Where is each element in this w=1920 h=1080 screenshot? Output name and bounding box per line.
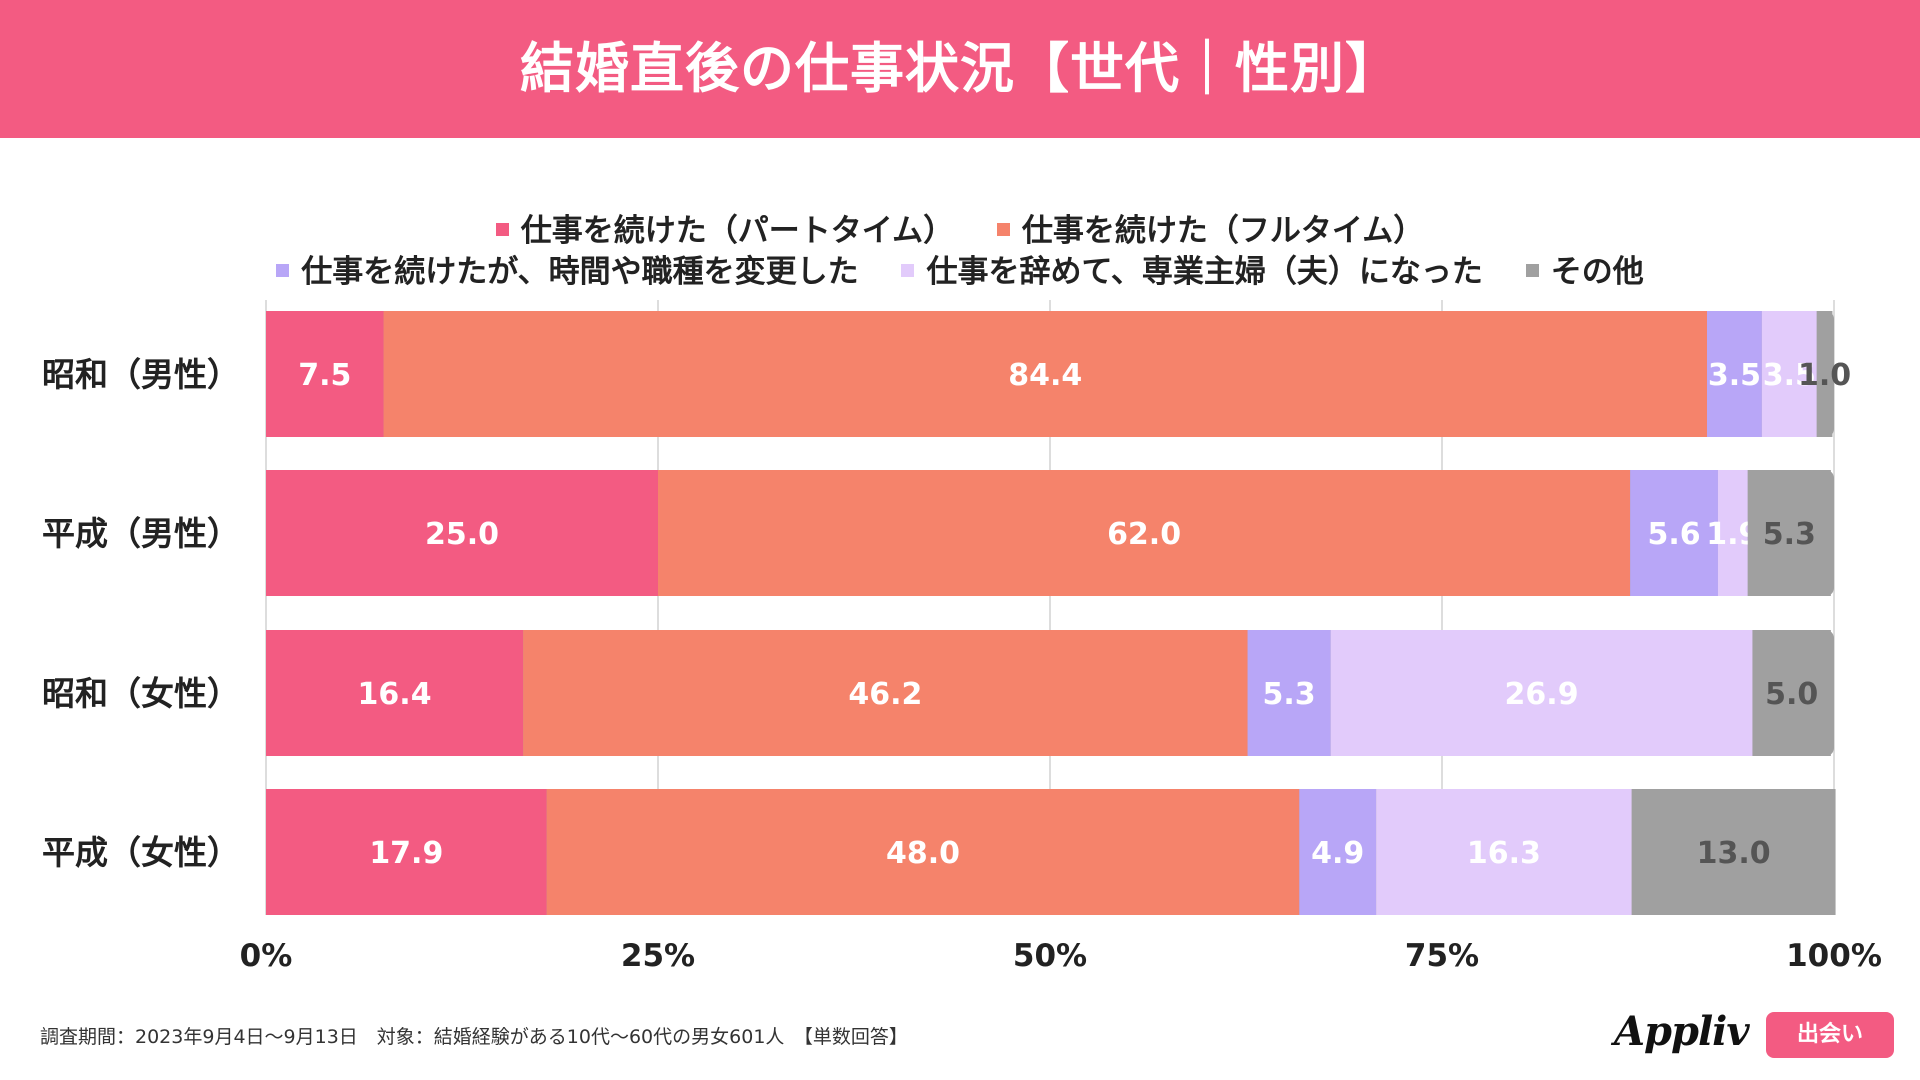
logo-badge: 出会い xyxy=(1766,1012,1894,1058)
bar-segment xyxy=(1330,630,1753,756)
legend-swatch xyxy=(495,223,509,236)
bar-segment xyxy=(1299,789,1377,915)
data-label: 3.5 xyxy=(1708,358,1761,393)
bar-segment xyxy=(546,789,1300,915)
bar-segment xyxy=(1761,311,1817,437)
legend-label: 仕事を辞めて、専業主婦（夫）になった xyxy=(926,254,1483,290)
legend-label: その他 xyxy=(1550,254,1644,290)
legend-swatch xyxy=(276,264,290,277)
bar-segment xyxy=(1631,789,1836,915)
bar-segment xyxy=(266,470,658,596)
bar-segment xyxy=(1247,630,1331,756)
legend-item-part-time: 仕事を続けた（パートタイム） xyxy=(495,205,955,250)
x-tick-label: 50% xyxy=(1013,938,1087,974)
legend-row-2: 仕事を続けたが、時間や職種を変更した 仕事を辞めて、専業主婦（夫）になった その… xyxy=(0,246,1920,291)
data-label: 17.9 xyxy=(369,836,443,871)
data-label: 62.0 xyxy=(1107,517,1181,552)
category-label: 昭和（男性） xyxy=(42,355,240,394)
legend-item-other: その他 xyxy=(1525,246,1644,291)
legend-label: 仕事を続けた（パートタイム） xyxy=(520,213,955,249)
bar-segment xyxy=(383,311,1707,437)
data-label: 16.4 xyxy=(358,677,432,712)
bar-segment xyxy=(1376,789,1632,915)
data-label: 5.0 xyxy=(1765,677,1818,712)
survey-note: 調査期間：2023年9月4日〜9月13日 対象：結婚経験がある10代〜60代の男… xyxy=(40,1026,908,1048)
data-label: 5.3 xyxy=(1263,677,1316,712)
bar-segment xyxy=(1816,311,1833,437)
x-tick-label: 75% xyxy=(1405,938,1479,974)
category-label: 平成（女性） xyxy=(42,833,240,872)
title-banner xyxy=(0,0,1920,138)
legend-swatch xyxy=(1525,264,1539,277)
data-label: 48.0 xyxy=(886,836,960,871)
legend-label: 仕事を続けた（フルタイム） xyxy=(1021,213,1425,249)
data-label: 84.4 xyxy=(1008,358,1082,393)
bar-segment xyxy=(1717,470,1748,596)
bar-segment xyxy=(523,630,1248,756)
data-label: 16.3 xyxy=(1467,836,1541,871)
data-label: 3.5 xyxy=(1763,358,1816,393)
category-label: 昭和（女性） xyxy=(42,674,240,713)
x-tick-label: 0% xyxy=(240,938,293,974)
appliv-logo: Appliv 出会い xyxy=(1614,1008,1894,1058)
x-tick-label: 25% xyxy=(621,938,695,974)
legend-item-full-time: 仕事を続けた（フルタイム） xyxy=(996,205,1425,250)
data-label: 7.5 xyxy=(298,358,351,393)
data-label: 5.6 xyxy=(1647,517,1700,552)
legend-item-changed-job: 仕事を続けたが、時間や職種を変更した xyxy=(276,246,859,291)
legend-label: 仕事を続けたが、時間や職種を変更した xyxy=(301,254,859,290)
bar-segment xyxy=(1630,470,1718,596)
legend-row-1: 仕事を続けた（パートタイム） 仕事を続けた（フルタイム） xyxy=(0,205,1920,250)
bar-segment xyxy=(658,470,1631,596)
data-label: 26.9 xyxy=(1505,677,1579,712)
bar-segment xyxy=(266,311,384,437)
data-label: 4.9 xyxy=(1311,836,1364,871)
bar-segment xyxy=(1706,311,1762,437)
bar-segment xyxy=(1747,470,1831,596)
data-label: 5.3 xyxy=(1763,517,1816,552)
data-label: 1.0 xyxy=(1798,358,1851,393)
legend-item-homemaker: 仕事を辞めて、専業主婦（夫）になった xyxy=(901,246,1483,291)
chart-title: 結婚直後の仕事状況【世代｜性別】 xyxy=(520,37,1400,100)
logo-text: Appliv xyxy=(1614,1008,1750,1055)
bar-segment xyxy=(266,630,524,756)
bar-segment xyxy=(1752,630,1831,756)
data-label: 46.2 xyxy=(848,677,922,712)
x-tick-label: 100% xyxy=(1786,938,1882,974)
legend-swatch xyxy=(901,264,915,277)
data-label: 25.0 xyxy=(425,517,499,552)
bar-segment xyxy=(266,789,547,915)
legend-swatch xyxy=(996,223,1010,236)
category-label: 平成（男性） xyxy=(42,514,240,553)
data-label: 13.0 xyxy=(1697,836,1771,871)
